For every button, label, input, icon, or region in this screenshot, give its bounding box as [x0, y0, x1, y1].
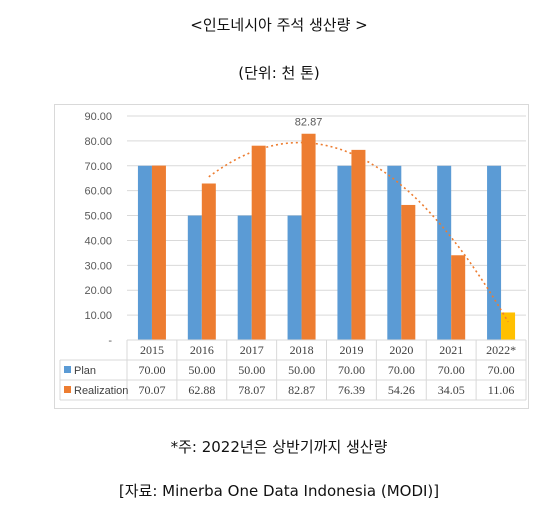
table-cell-realization: 34.05 [438, 383, 465, 397]
bar-realization [201, 183, 216, 340]
bar-plan [237, 215, 252, 340]
table-cell-plan: 50.00 [288, 363, 315, 377]
chart-title: <인도네시아 주석 생산량 > [190, 16, 368, 34]
bar-plan [137, 165, 152, 340]
y-tick-label: - [108, 335, 112, 347]
y-tick-label: 30.00 [84, 260, 112, 272]
legend-swatch-plan [64, 366, 71, 373]
table-cell-plan: 50.00 [238, 363, 265, 377]
bar-realization [451, 255, 466, 340]
y-tick-label: 20.00 [84, 285, 112, 297]
y-tick-label: 70.00 [84, 161, 112, 173]
x-tick-label: 2018 [290, 343, 314, 357]
table-cell-plan: 70.00 [388, 363, 415, 377]
bar-plan [387, 165, 402, 340]
y-tick-label: 60.00 [84, 186, 112, 198]
x-tick-label: 2019 [339, 343, 363, 357]
bar-realization [351, 149, 366, 340]
y-tick-label: 90.00 [84, 111, 112, 123]
footnote: *주: 2022년은 상반기까지 생산량 [170, 438, 388, 456]
legend-swatch-realization [64, 386, 71, 393]
x-tick-label: 2016 [190, 343, 214, 357]
bar-realization [501, 312, 516, 340]
table-cell-realization: 78.07 [238, 383, 265, 397]
legend-label-realization: Realization [74, 385, 128, 397]
table-cell-plan: 70.00 [338, 363, 365, 377]
table-cell-plan: 70.00 [138, 363, 165, 377]
chart-frame [54, 104, 529, 409]
source-note: [자료: Minerba One Data Indonesia (MODI)] [118, 482, 440, 500]
y-tick-label: 50.00 [84, 211, 112, 223]
legend-label-plan: Plan [74, 365, 96, 377]
table-cell-realization: 76.39 [338, 383, 365, 397]
y-tick-label: 10.00 [84, 310, 112, 322]
x-tick-label: 2020 [389, 343, 413, 357]
table-cell-plan: 70.00 [488, 363, 515, 377]
table-cell-plan: 70.00 [438, 363, 465, 377]
bar-plan [287, 215, 302, 340]
table-cell-realization: 11.06 [488, 383, 515, 397]
bar-realization [251, 145, 266, 340]
y-tick-label: 40.00 [84, 235, 112, 247]
bar-plan [437, 165, 452, 340]
table-cell-realization: 82.87 [288, 383, 315, 397]
bar-plan [487, 165, 502, 340]
x-tick-label: 2022* [486, 343, 516, 357]
table-cell-realization: 54.26 [388, 383, 415, 397]
x-tick-label: 2015 [140, 343, 164, 357]
table-cell-realization: 62.88 [188, 383, 215, 397]
table-cell-realization: 70.07 [138, 383, 165, 397]
trendline [208, 141, 509, 323]
bar-realization [301, 133, 316, 340]
peak-annotation: 82.87 [295, 117, 323, 129]
bar-plan [187, 215, 202, 340]
table-cell-plan: 50.00 [188, 363, 215, 377]
unit-subtitle: (단위: 천 톤) [238, 64, 320, 82]
y-tick-label: 80.00 [84, 136, 112, 148]
x-tick-label: 2021 [439, 343, 463, 357]
bar-plan [337, 165, 352, 340]
bar-realization [401, 204, 416, 340]
x-tick-label: 2017 [240, 343, 264, 357]
bar-realization [151, 165, 166, 340]
